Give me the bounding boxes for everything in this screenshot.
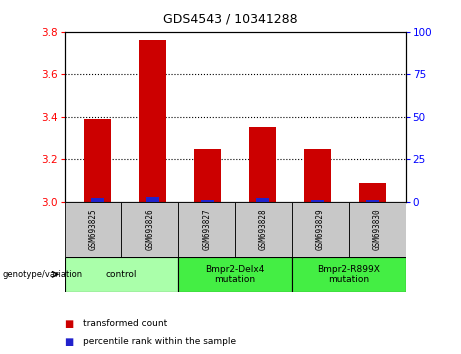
- Bar: [292, 257, 406, 292]
- Text: GSM693829: GSM693829: [316, 209, 325, 250]
- Bar: [312, 200, 324, 202]
- Text: GSM693827: GSM693827: [202, 209, 211, 250]
- Text: GSM693830: GSM693830: [373, 209, 382, 250]
- Bar: [201, 200, 214, 202]
- Text: percentile rank within the sample: percentile rank within the sample: [83, 337, 236, 346]
- Text: GDS4543 / 10341288: GDS4543 / 10341288: [163, 12, 298, 25]
- Bar: [147, 197, 159, 202]
- Text: Bmpr2-R899X
mutation: Bmpr2-R899X mutation: [317, 265, 380, 284]
- Text: control: control: [106, 270, 137, 279]
- Bar: [84, 119, 111, 202]
- Bar: [249, 127, 277, 202]
- Bar: [366, 200, 379, 202]
- Text: GSM693828: GSM693828: [259, 209, 268, 250]
- Bar: [359, 183, 386, 202]
- Text: ■: ■: [65, 337, 74, 347]
- Text: genotype/variation: genotype/variation: [2, 270, 83, 279]
- Text: GSM693826: GSM693826: [145, 209, 154, 250]
- Text: transformed count: transformed count: [83, 319, 167, 329]
- Bar: [194, 149, 221, 202]
- Text: Bmpr2-Delx4
mutation: Bmpr2-Delx4 mutation: [206, 265, 265, 284]
- Bar: [235, 202, 292, 257]
- Bar: [91, 198, 104, 202]
- Bar: [256, 198, 269, 202]
- Bar: [178, 257, 292, 292]
- Bar: [65, 202, 121, 257]
- Bar: [178, 202, 235, 257]
- Bar: [304, 149, 331, 202]
- Text: GSM693825: GSM693825: [89, 209, 97, 250]
- Bar: [121, 202, 178, 257]
- Text: ■: ■: [65, 319, 74, 329]
- Bar: [65, 257, 178, 292]
- Bar: [292, 202, 349, 257]
- Bar: [349, 202, 406, 257]
- Bar: [139, 40, 166, 202]
